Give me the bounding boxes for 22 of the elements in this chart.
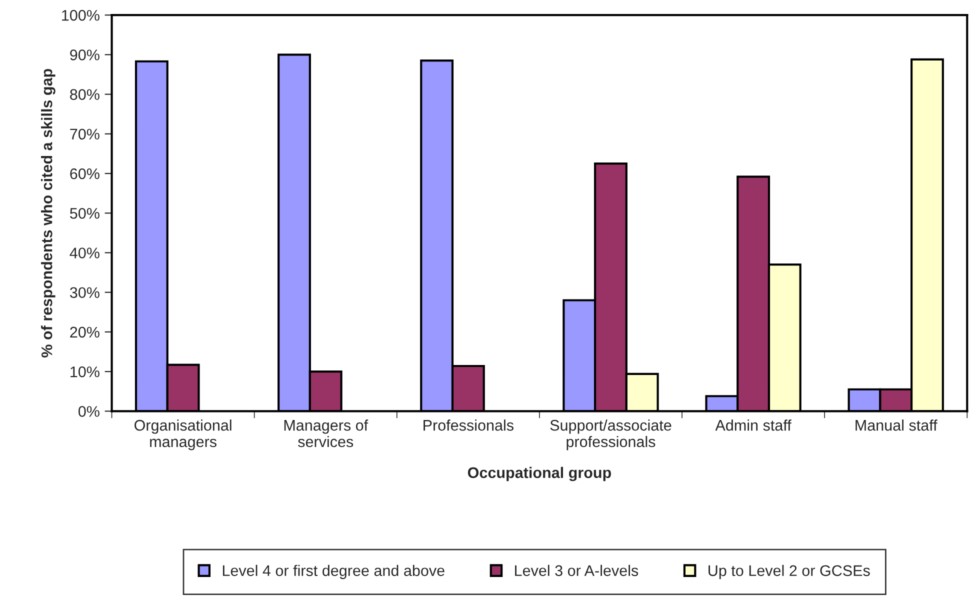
x-tick-label: Support/associate professionals — [550, 420, 672, 450]
y-tick-label: 100% — [62, 10, 100, 21]
legend-label: Level 4 or first degree and above — [222, 564, 444, 580]
x-tick-label: Admin staff — [715, 420, 792, 431]
y-axis-title: % of respondents who cited a skills gap — [41, 68, 56, 358]
y-tick-label: 80% — [70, 89, 100, 100]
y-tick-label: 70% — [70, 128, 100, 140]
x-tick-label: Manual staff — [856, 420, 938, 431]
y-tick-label: 20% — [70, 326, 100, 338]
y-tick-label: 50% — [70, 208, 100, 219]
x-axis-title: Occupational group — [468, 466, 611, 482]
y-tick-label: 30% — [70, 287, 100, 298]
legend-label: Level 3 or A-levels — [515, 564, 638, 576]
x-tick-label: Organisational managers — [134, 420, 232, 450]
y-tick-label: 90% — [70, 50, 100, 60]
legend-label: Up to Level 2 or GCSEs — [708, 564, 870, 580]
x-tick-label: Managers of services — [284, 420, 368, 448]
x-tick-label: Professionals — [424, 420, 514, 431]
y-tick-label: 0% — [78, 406, 100, 417]
y-tick-label: 40% — [70, 248, 100, 258]
y-tick-label: 10% — [70, 366, 100, 378]
y-tick-label: 60% — [70, 168, 100, 180]
